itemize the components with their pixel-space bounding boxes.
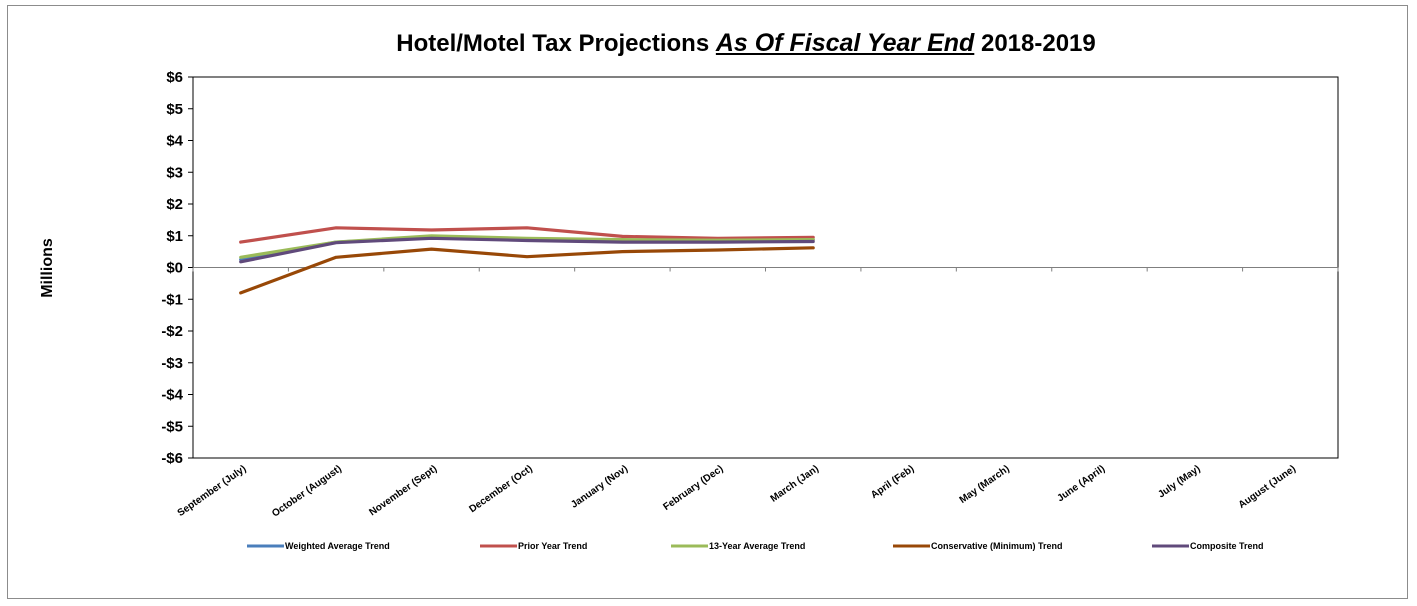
y-tick-label: -$6 [161,450,183,467]
series-line [241,248,814,293]
x-tick-label: April (Feb) [869,463,916,501]
y-tick-label: $0 [166,260,183,277]
legend-label: Composite Trend [1190,541,1264,551]
x-tick-label: December (Oct) [467,463,534,515]
x-tick-label: October (August) [270,463,344,519]
x-tick-label: March (Jan) [769,463,821,504]
x-tick-label: May (March) [958,463,1012,505]
y-tick-label: $3 [166,164,183,181]
x-axis: September (July) October (August) November… [176,268,1338,520]
x-tick-label: September (July) [176,463,249,519]
legend-label: Prior Year Trend [518,541,587,551]
x-tick-label: February (Dec) [661,463,725,512]
y-tick-label: $4 [166,133,183,150]
y-tick-label: $1 [166,228,183,245]
y-axis: $6 $5 $4 $3 $2 $1 $0 -$1 -$2 -$3 -$4 -$5 -$6 [161,69,193,467]
y-tick-label: -$2 [161,323,183,340]
y-tick-label: -$3 [161,355,183,372]
y-tick-label: $2 [166,196,183,213]
y-tick-label: -$1 [161,291,183,308]
legend-label: Conservative (Minimum) Trend [931,541,1063,551]
legend: Weighted Average Trend Prior Year Trend 13… [247,541,1264,551]
y-tick-label: $6 [166,69,183,86]
x-tick-label: January (Nov) [569,463,630,510]
series-lines [241,228,814,293]
x-tick-label: August (June) [1237,463,1298,511]
legend-label: 13-Year Average Trend [709,541,805,551]
y-axis-label: Millions [39,238,56,298]
x-tick-label: July (May) [1156,463,1202,500]
x-tick-label: November (Sept) [367,463,439,518]
y-tick-label: $5 [166,101,183,118]
x-tick-label: June (April) [1055,463,1107,504]
y-tick-label: -$4 [161,387,183,404]
legend-label: Weighted Average Trend [285,541,390,551]
y-tick-label: -$5 [161,418,183,435]
